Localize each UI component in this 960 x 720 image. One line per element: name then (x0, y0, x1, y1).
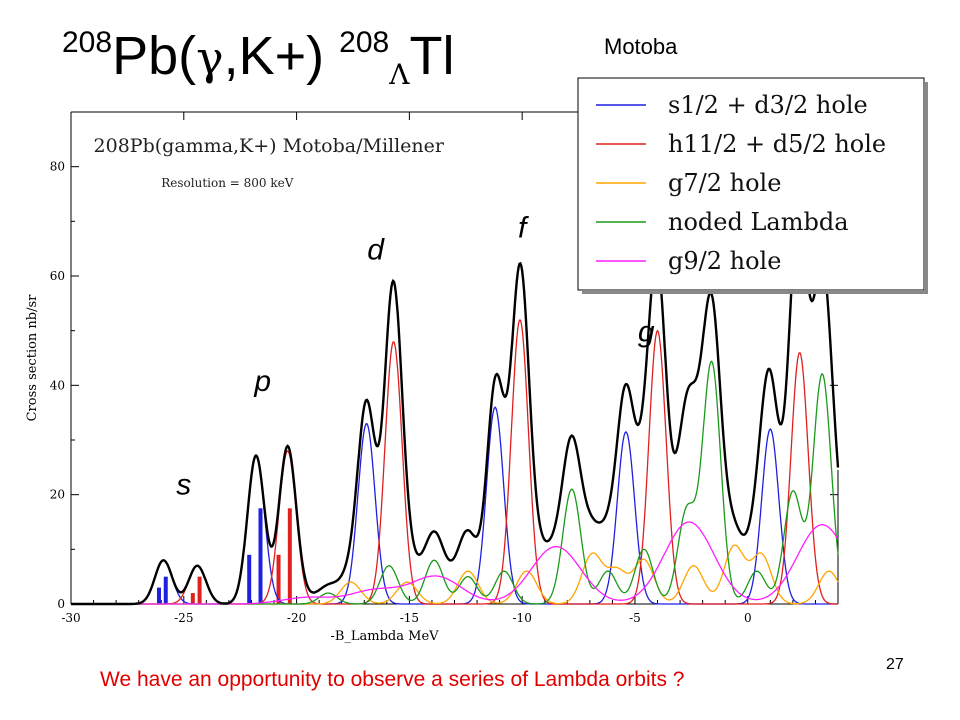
chart-text: -B_Lambda MeV Cross section nb/sr 208Pb(ga… (25, 135, 445, 644)
title-reaction: ,K+) (223, 26, 340, 86)
legend-label: g7/2 hole (668, 169, 781, 197)
stick-bar (197, 576, 202, 604)
legend-shadow (924, 82, 928, 294)
shell-label: f (518, 212, 529, 245)
y-tick-label: 40 (50, 378, 65, 392)
x-tick-label: -5 (629, 611, 641, 625)
x-tick-label: -30 (61, 611, 80, 625)
stick-bar (156, 587, 161, 604)
title-lambda-symbol: Λ (389, 58, 410, 91)
x-tick-label: -10 (513, 611, 532, 625)
x-axis-label: -B_Lambda MeV (330, 629, 439, 644)
shell-label: p (253, 365, 271, 398)
y-tick-label: 0 (57, 597, 65, 611)
stick-bar (190, 593, 195, 604)
shell-label: d (367, 234, 385, 267)
stick-bar (258, 508, 263, 604)
legend-label: h11/2 + d5/2 hole (668, 130, 886, 158)
chart-stick-bars (156, 508, 292, 604)
x-tick-label: 0 (744, 611, 752, 625)
legend-box (577, 77, 925, 291)
shell-labels: s p d f g (176, 212, 655, 502)
y-tick-label: 60 (50, 269, 65, 283)
x-tick-label: -20 (287, 611, 306, 625)
series-line (71, 521, 839, 605)
chart-subtitle: Resolution = 800 keV (161, 176, 293, 190)
title-product: Tl (409, 26, 455, 86)
shell-label: s (176, 469, 191, 502)
y-tick-label: 20 (50, 488, 65, 502)
title-mass-b: 208 (339, 26, 390, 59)
y-axis-label: Cross section nb/sr (25, 294, 40, 422)
x-tick-label: -25 (174, 611, 193, 625)
stick-bar (163, 576, 168, 604)
title-target: Pb( (112, 26, 197, 86)
legend-label: g9/2 hole (668, 247, 781, 275)
title-gamma-symbol: γ (196, 31, 224, 85)
shell-label: g (638, 316, 655, 349)
stick-bar (247, 554, 252, 604)
footer-text: We have an opportunity to observe a seri… (100, 668, 685, 691)
slide-title: 208Pb(γ,K+) 208ΛTl (62, 28, 454, 90)
title-mass-a: 208 (62, 26, 113, 59)
author-label: Motoba (604, 34, 678, 59)
series-line (71, 319, 838, 605)
chart-title: 208Pb(gamma,K+) Motoba/Millener (94, 135, 445, 157)
legend-label: s1/2 + d3/2 hole (668, 91, 868, 119)
title-lambda-subscript: Λ (389, 58, 409, 91)
y-tick-label: 80 (50, 160, 65, 174)
series-line (71, 544, 839, 605)
stick-bar (287, 508, 292, 604)
chart-legend: s1/2 + d3/2 hole h11/2 + d5/2 hole g7/2 ho… (577, 77, 928, 294)
stick-bar (276, 554, 281, 604)
page-number: 27 (886, 656, 904, 673)
legend-label: noded Lambda (668, 208, 849, 236)
legend-shadow (582, 290, 928, 294)
x-tick-label: -15 (400, 611, 419, 625)
